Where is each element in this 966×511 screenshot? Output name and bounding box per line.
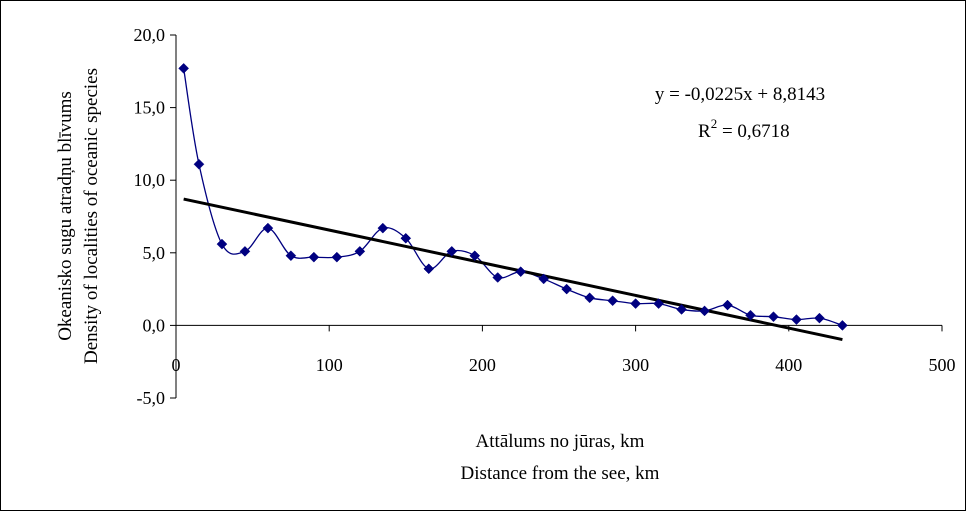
data-point	[377, 222, 389, 234]
data-point	[285, 250, 297, 262]
data-point	[239, 245, 251, 257]
x-tick-label: 200	[469, 355, 496, 375]
data-point	[814, 312, 825, 324]
data-point	[354, 245, 366, 257]
data-point	[178, 63, 190, 74]
data-point	[331, 251, 343, 263]
x-tick-label: 500	[929, 355, 956, 375]
y-tick-label: 5,0	[143, 243, 166, 263]
data-point	[446, 245, 458, 257]
data-point	[607, 295, 618, 307]
data-point	[837, 320, 848, 331]
data-point	[423, 263, 435, 275]
data-point	[561, 283, 573, 295]
data-point	[768, 311, 779, 323]
data-point	[193, 158, 205, 170]
data-point	[630, 298, 641, 309]
data-point	[262, 222, 274, 234]
data-point	[216, 238, 228, 250]
trendline-group	[183, 197, 843, 341]
data-point	[308, 251, 320, 263]
y-tick-label: 0,0	[143, 315, 166, 335]
y-tick-label: 10,0	[134, 170, 166, 190]
trendline	[183, 197, 843, 341]
data-point	[722, 299, 733, 311]
x-axis-label-lv: Attālums no jūras, km	[476, 431, 645, 452]
r-squared-label: R2 = 0,6718	[698, 116, 790, 142]
y-tick-label: 15,0	[134, 98, 166, 118]
y-axis-label-en: Density of localities of oceanic species	[81, 68, 102, 364]
data-point	[653, 298, 664, 309]
y-tick-label: 20,0	[134, 25, 166, 45]
data-point	[699, 305, 710, 317]
data-point	[515, 266, 527, 278]
x-tick-label: 100	[316, 355, 343, 375]
y-axis-label-lv: Okeanisko sugu atradņu blīvums	[55, 91, 76, 341]
data-point	[538, 273, 550, 285]
data-point	[492, 272, 504, 283]
y-tick-label: -5,0	[137, 388, 166, 408]
data-point	[400, 232, 412, 244]
x-tick-label: 300	[622, 355, 649, 375]
trendline-equation: y = -0,0225x + 8,8143	[655, 84, 825, 105]
data-point	[791, 314, 802, 325]
x-ticks: 0 100 200 300 400 500	[172, 325, 956, 375]
x-axis-label-en: Distance from the see, km	[461, 463, 660, 484]
data-point	[584, 292, 595, 304]
x-tick-label: 400	[775, 355, 802, 375]
markers	[178, 63, 848, 331]
data-point	[745, 309, 756, 321]
data-point	[469, 250, 481, 262]
axes	[175, 35, 942, 398]
data-point	[676, 304, 687, 315]
x-tick-label: 0	[172, 355, 181, 375]
y-ticks: -5,0 0,0 5,0 10,0 15,0 20,0	[134, 25, 176, 408]
